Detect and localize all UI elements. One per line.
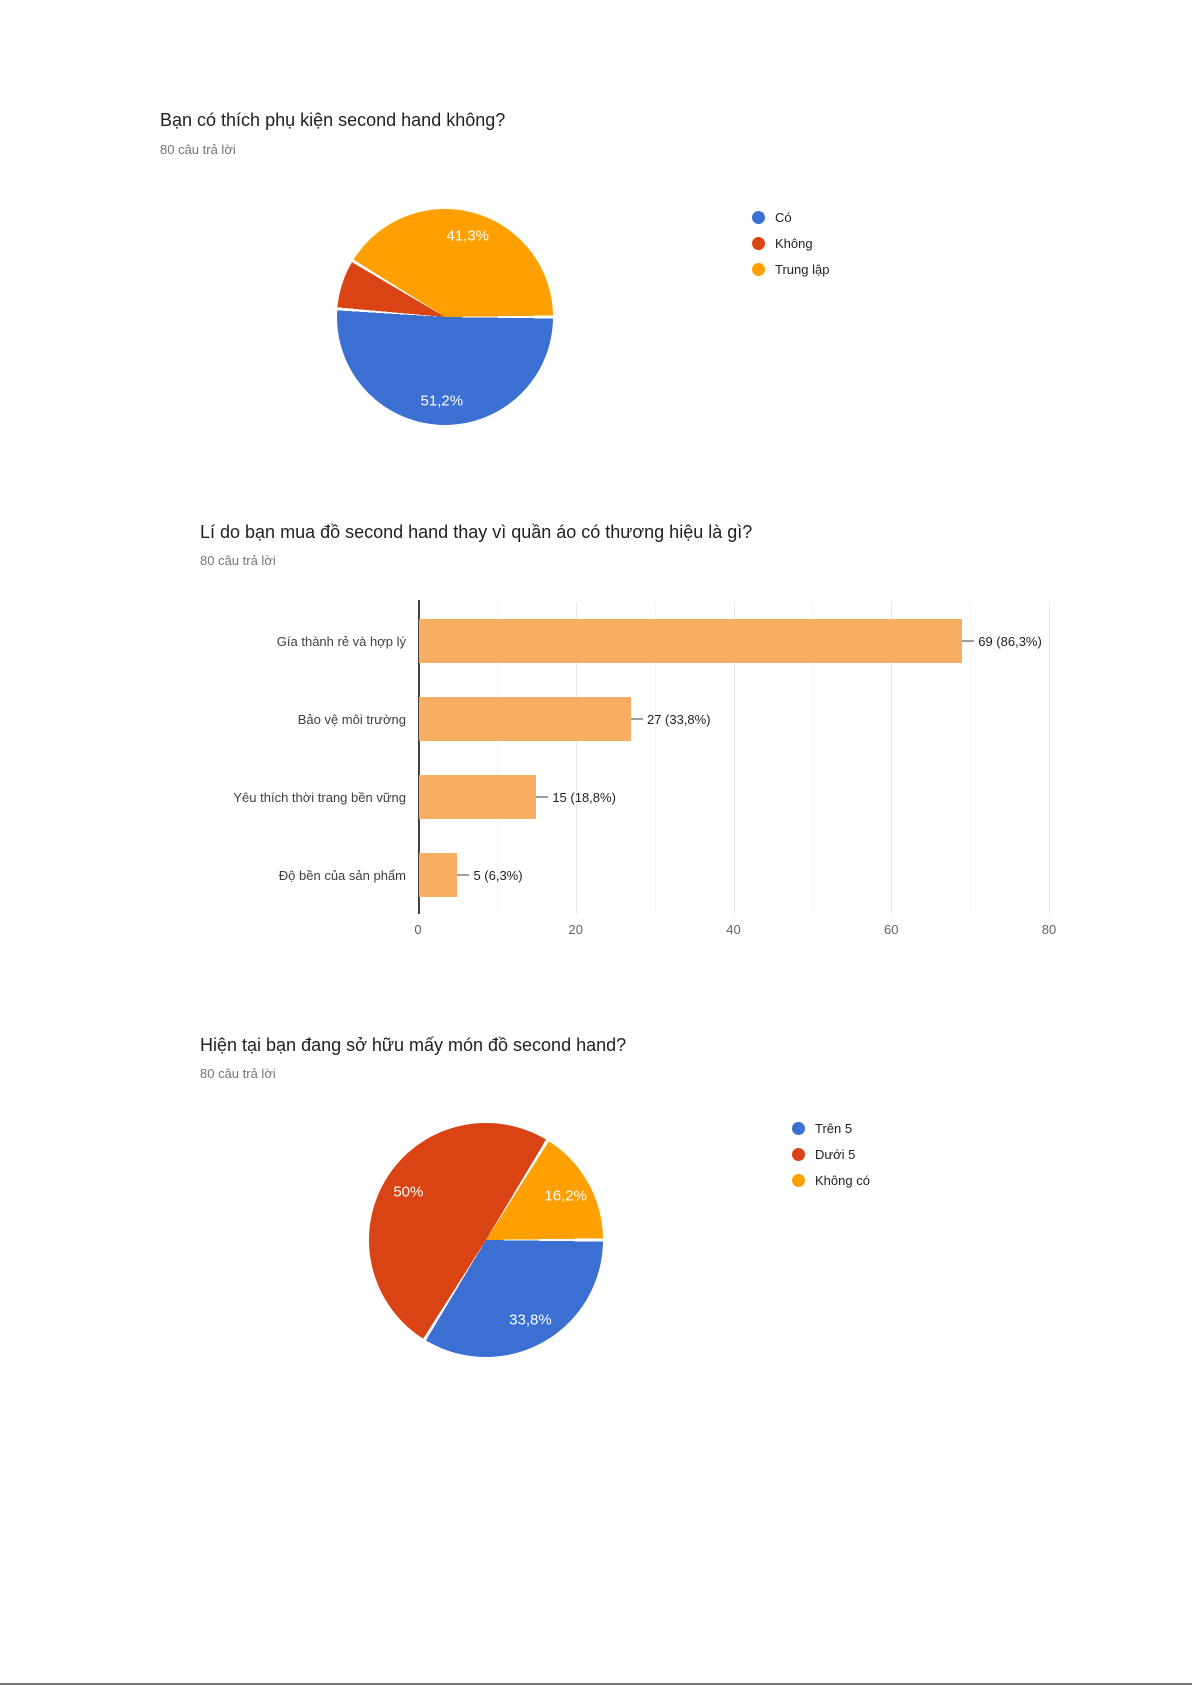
bar-category-labels: Gía thành rẻ và hợp lý Bảo vệ môi trường Y… [170,602,406,914]
x-axis-tick: 60 [884,922,899,937]
gridline [496,602,498,914]
pie-chart-owned-items: 33,8% 50% 16,2% [369,1123,603,1357]
x-axis-tick: 40 [726,922,741,937]
bar-value-label: 15 (18,8%) [536,758,616,836]
chart-response-count: 80 câu trả lời [160,142,236,157]
page-boundary-line [0,1683,1192,1685]
bar-value-text: 69 (86,3%) [978,633,1042,649]
legend-label: Có [775,209,792,225]
chart-title: Hiện tại bạn đang sở hữu mấy món đồ seco… [200,1035,627,1055]
bar-value-text: 5 (6,3%) [473,867,523,883]
legend-item: Có [752,204,829,230]
legend-item: Không [752,230,829,256]
chart-title: Lí do bạn mua đồ second hand thay vì quầ… [200,522,753,542]
gridline [891,602,893,914]
pie-slice-label: 41,3% [446,227,490,245]
legend-swatch-icon [752,210,765,224]
bar-value-text: 15 (18,8%) [552,789,616,805]
pie-slice-label: 51,2% [420,392,464,410]
legend-swatch-icon [792,1121,805,1135]
bar [419,853,458,897]
bar-chart-plot: 69 (86,3%) 27 (33,8%) 15 (18,8%) 5 (6,3%) [418,600,1050,914]
bar [419,775,537,819]
callout-line [630,718,643,720]
gridline [733,602,735,914]
pie-slice-label: 33,8% [509,1311,552,1329]
legend-label: Không [775,235,813,251]
pie-slice-label: 50% [393,1183,424,1201]
legend-swatch-icon [752,236,765,250]
category-label: Gía thành rẻ và hợp lý [276,633,406,649]
gridline [575,602,577,914]
category-label: Bảo vệ môi trường [297,711,406,727]
legend-swatch-icon [792,1147,805,1161]
legend-label: Không có [815,1172,870,1188]
x-axis: 0 20 40 60 80 [414,922,1056,940]
legend-item: Trên 5 [792,1115,870,1141]
x-axis-tick: 80 [1041,922,1057,937]
x-axis-tick: 0 [414,922,422,937]
chart-title: Bạn có thích phụ kiện second hand không? [160,110,506,130]
y-axis-line [418,600,420,914]
legend-swatch-icon [752,262,765,276]
legend-item: Không có [792,1167,870,1193]
bar [419,697,631,741]
legend: Có Không Trung lập [752,204,829,282]
bar-value-text: 27 (33,8%) [646,711,711,727]
legend: Trên 5 Dưới 5 Không có [792,1115,870,1193]
legend-item: Dưới 5 [792,1141,870,1167]
gridline [1049,602,1050,914]
x-axis-tick: 20 [568,922,583,937]
gridline [970,602,972,914]
callout-line [536,796,549,798]
chart-response-count: 80 câu trả lời [200,1066,276,1081]
pie-slice-label: 16,2% [544,1187,587,1205]
chart-response-count: 80 câu trả lời [200,553,276,568]
pie-chart-accessories: 51,2% 41,3% [337,209,553,425]
bar-value-label: 69 (86,3%) [962,602,1042,680]
gridline [812,602,814,914]
legend-label: Dưới 5 [815,1146,856,1162]
legend-swatch-icon [792,1173,805,1187]
bar [419,619,963,663]
category-label: Độ bền của sản phẩm [278,867,406,883]
legend-label: Trung lập [775,261,830,277]
category-label: Yêu thích thời trang bền vững [233,789,406,805]
callout-line [457,874,470,876]
legend-label: Trên 5 [815,1120,853,1136]
gridline [654,602,656,914]
callout-line [962,640,975,642]
bar-value-label: 27 (33,8%) [630,680,711,758]
bar-value-label: 5 (6,3%) [457,836,523,914]
legend-item: Trung lập [752,256,829,282]
